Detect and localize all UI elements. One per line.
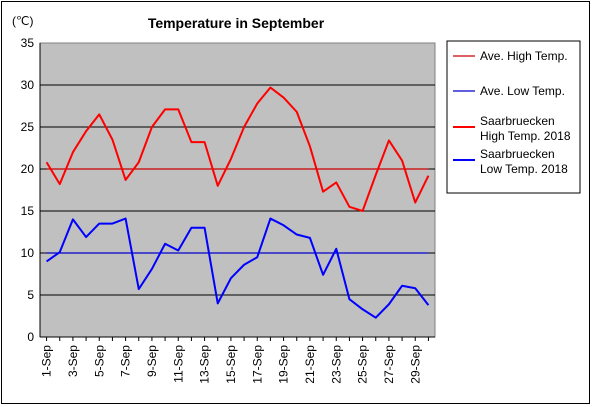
x-tick-label: 3-Sep — [66, 345, 80, 377]
legend-label: Ave. Low Temp. — [480, 84, 565, 98]
y-tick-label: 5 — [27, 288, 34, 302]
legend-label: Saarbruecken Low Temp. 2018 — [480, 147, 568, 176]
legend — [446, 40, 581, 194]
x-tick-label: 15-Sep — [224, 345, 238, 384]
y-tick-label: 35 — [21, 36, 35, 50]
x-tick-label: 21-Sep — [303, 345, 317, 384]
y-tick-label: 30 — [21, 78, 35, 92]
y-tick-label: 15 — [21, 204, 35, 218]
x-tick-label: 23-Sep — [329, 345, 343, 384]
plot-area — [39, 42, 436, 338]
y-tick-label: 20 — [21, 162, 35, 176]
chart-title: Temperature in September — [148, 15, 325, 31]
x-tick-label: 7-Sep — [119, 345, 133, 377]
x-tick-label: 9-Sep — [145, 345, 159, 377]
x-tick-label: 17-Sep — [250, 345, 264, 384]
y-tick-label: 0 — [27, 330, 34, 344]
x-tick-label: 13-Sep — [198, 345, 212, 384]
x-tick-label: 19-Sep — [277, 345, 291, 384]
x-tick-label: 29-Sep — [408, 345, 422, 384]
legend-label: Saarbruecken High Temp. 2018 — [480, 114, 571, 143]
x-tick-label: 27-Sep — [382, 345, 396, 384]
x-tick-label: 25-Sep — [356, 345, 370, 384]
high-2018-line — [45, 86, 430, 212]
y-tick-label: 10 — [21, 246, 35, 260]
low-2018-line — [46, 217, 430, 319]
legend-label: Ave. High Temp. — [480, 49, 568, 63]
y-axis-unit: (℃) — [12, 14, 33, 28]
x-tick-label: 1-Sep — [40, 345, 54, 377]
x-tick-label: 11-Sep — [171, 345, 185, 383]
y-tick-label: 25 — [21, 120, 35, 134]
x-tick-label: 5-Sep — [92, 345, 106, 377]
